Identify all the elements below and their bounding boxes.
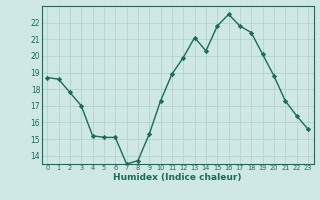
X-axis label: Humidex (Indice chaleur): Humidex (Indice chaleur): [113, 173, 242, 182]
